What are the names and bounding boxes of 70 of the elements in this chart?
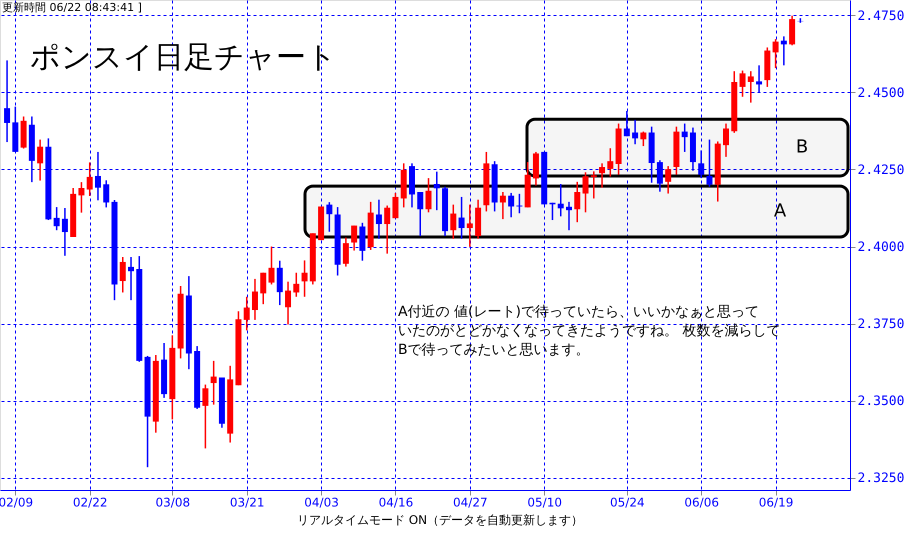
band-label: A [774,200,787,222]
candlestick [723,122,730,158]
x-tick-label: 06/19 [758,496,794,510]
candlestick [640,130,646,147]
candlestick [342,236,349,268]
candlestick [797,17,804,24]
candlestick [748,70,754,104]
candlestick [450,204,456,240]
candlestick [202,384,208,450]
x-tick-label: 04/03 [304,496,339,510]
y-tick-label: 2.4000 [858,240,904,256]
x-tick-label: 04/27 [453,496,488,510]
candlestick [772,38,779,69]
candlestick [86,162,93,197]
candlestick [78,181,84,214]
candlestick [508,192,514,218]
candlestick [426,177,432,214]
candlestick [128,256,134,301]
candlestick [210,360,217,406]
x-tick-label: 04/16 [378,496,414,510]
candlestick [351,224,358,252]
candlestick [54,206,60,231]
candlestick [326,201,332,232]
candlestick [252,278,258,321]
candlestick [417,191,424,237]
candlestick [268,246,275,286]
candlestick [574,181,580,223]
candlestick [37,138,44,182]
candlestick [293,272,300,298]
candlestick [466,204,473,248]
y-tick-label: 2.3500 [858,394,904,410]
candlestick [665,165,672,194]
candlestick [384,204,390,254]
text: ポンスイ日足チャート [30,40,337,75]
candlestick [558,183,564,218]
x-tick-label: 02/22 [72,496,108,510]
text: リアルタイムモード ON（データを自動更新します） [296,513,584,527]
candlestick [549,202,556,221]
y-tick-label: 2.4250 [858,162,904,178]
y-tick-label: 2.4500 [858,86,904,101]
candlestick [780,36,787,66]
candlestick [285,280,292,326]
candlestick [632,119,638,145]
x-tick-label: 05/24 [610,496,645,510]
annotation: A付近の 値(レート)で待っていたら、いいかなぁと思っていたのがとどかなくなってきたようですね。 枚数を減らしてBで待ってみたいと思います。 [398,304,780,358]
band-label: B [796,136,808,158]
candlestick [516,193,522,214]
candlestick [740,70,746,98]
candlestick [244,296,250,332]
x-tick-label: 03/21 [230,496,265,510]
candlestick [607,147,614,178]
candlestick [260,272,266,305]
candlestick [682,122,688,153]
candlestick [302,260,308,298]
candlestick [590,170,597,200]
y-tick-label: 2.3250 [858,471,904,486]
y-tick-label: 2.4750 [858,8,904,24]
x-tick-label: 05/10 [527,496,562,510]
candlestick [120,256,126,294]
candlestick [582,172,589,214]
y-tick-label: 2.3750 [858,317,904,332]
annotation: 更新時間 06/22 08:43:41 ] [2,1,142,14]
candlestick [458,196,465,240]
candlestick [376,198,382,240]
candlestick [103,180,110,208]
candlestick [392,192,398,219]
x-tick-label: 06/06 [684,496,720,510]
candlestick [599,162,606,188]
x-tick-label: 03/08 [156,496,190,510]
candlestick [500,191,506,220]
